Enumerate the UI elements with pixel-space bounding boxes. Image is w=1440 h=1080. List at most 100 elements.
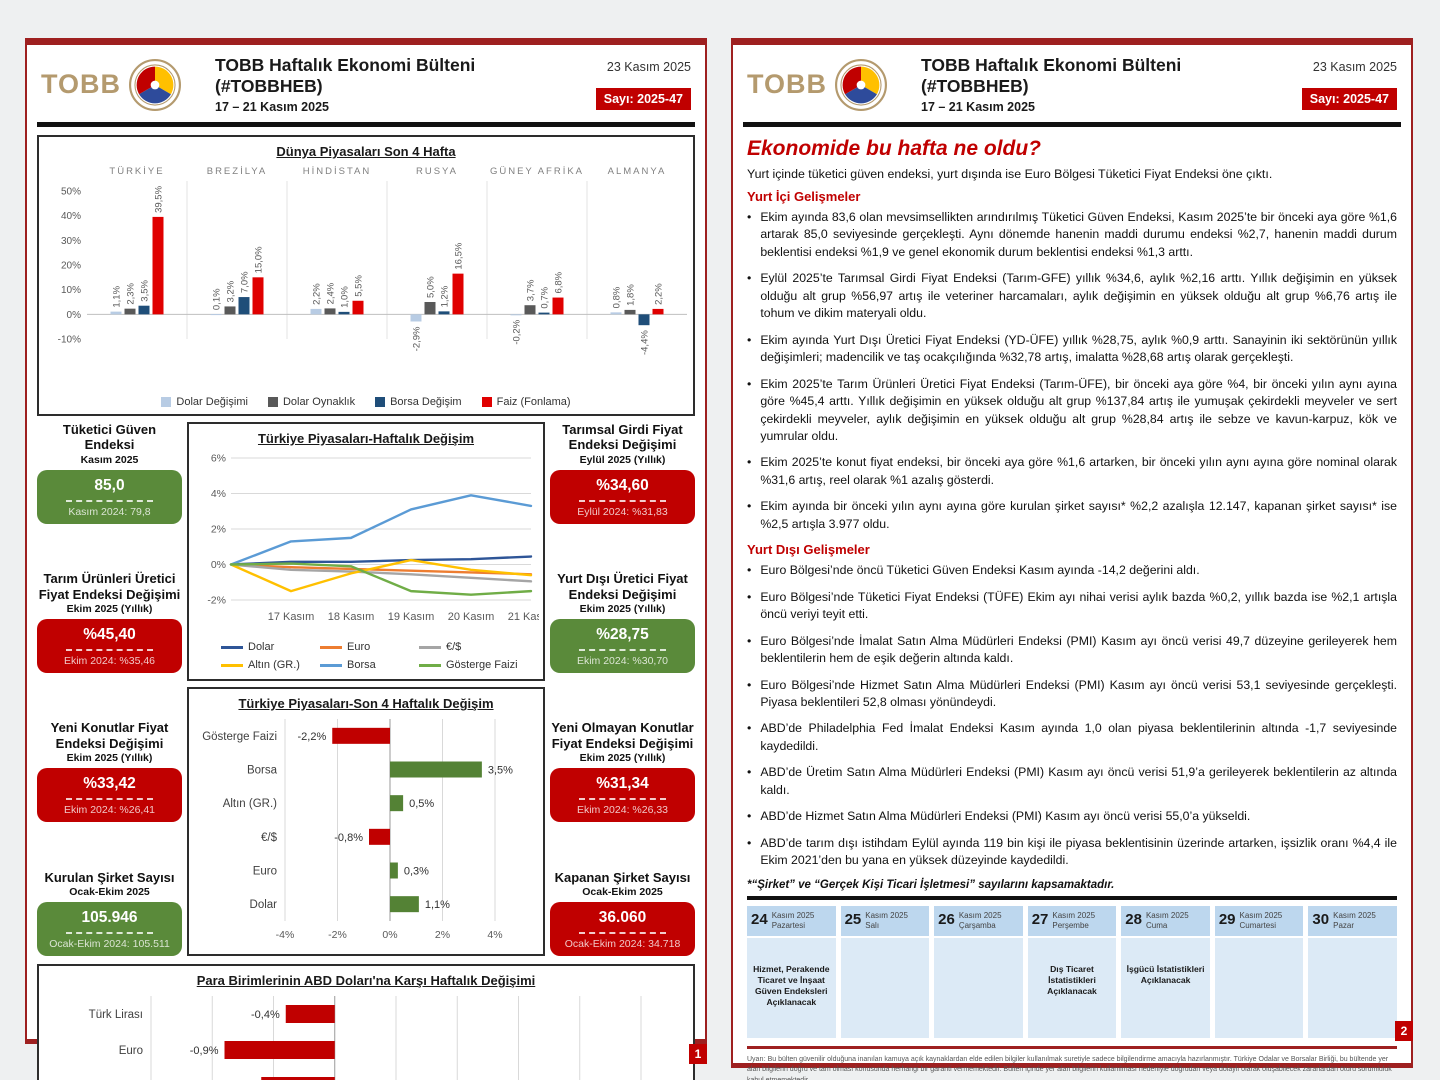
svg-text:1,1%: 1,1% bbox=[425, 899, 450, 911]
tobb-logo: TOBB bbox=[747, 58, 915, 111]
legend-item: Gösterge Faizi bbox=[419, 659, 533, 671]
stat-title: Kurulan Şirket Sayısı bbox=[44, 869, 175, 885]
week-calendar: 24 Kasım 2025 Pazartesi Hizmet, Perakende T… bbox=[747, 905, 1397, 1038]
stat-value: %33,42 bbox=[83, 775, 136, 793]
svg-text:2,2%: 2,2% bbox=[312, 283, 323, 305]
section-heading: Yurt İçi Gelişmeler bbox=[747, 189, 861, 204]
legend-item: Altın (GR.) bbox=[221, 659, 316, 671]
stat-value-box: 36.060 Ocak-Ekim 2024: 34.718 bbox=[550, 901, 695, 956]
svg-text:Türk Lirası: Türk Lirası bbox=[89, 1009, 143, 1021]
svg-text:0,7%: 0,7% bbox=[540, 286, 551, 308]
legend-item: Borsa Değişim bbox=[375, 396, 462, 408]
stat-period: Kasım 2025 bbox=[80, 453, 139, 466]
calendar-day-header: 24 Kasım 2025 Pazartesi bbox=[747, 905, 836, 936]
stat-divider bbox=[65, 798, 154, 801]
bullet-text: Ekim 2025’te Tarım Ürünleri Üretici Fiya… bbox=[760, 376, 1397, 443]
legend-label: Gösterge Faizi bbox=[446, 659, 518, 671]
bullet-icon: • bbox=[747, 210, 752, 224]
svg-text:6,8%: 6,8% bbox=[554, 271, 565, 293]
weekly-summary-intro: Yurt içinde tüketici güven endeksi, yurt… bbox=[747, 167, 1273, 181]
currency-chart-svg: -1,5%-1,0%-0,5%0,0%0,5%1,0%1,5%2,0%2,5%T… bbox=[89, 996, 642, 1080]
page-number-2: 2 bbox=[1395, 1021, 1413, 1041]
stat-value: %45,40 bbox=[83, 625, 136, 643]
legend-item: Euro bbox=[320, 641, 415, 653]
page-number-1: 1 bbox=[689, 1044, 707, 1064]
legend-line-icon bbox=[221, 645, 243, 649]
issue-badge: Sayı: 2025-47 bbox=[1301, 87, 1397, 110]
title-block: TOBB Haftalık Ekonomi Bülteni (#TOBBHEB)… bbox=[209, 55, 569, 114]
weekly-change-chart: 6% 4% 2% 0% -2% 17 Kasım 18 Kasım 19 Kasım 20 Ka… bbox=[193, 448, 554, 639]
legend-item: Dolar bbox=[221, 641, 316, 653]
legend-item: Dolar Değişimi bbox=[161, 396, 248, 408]
calendar-day-label: Kasım 2025 Perşembe bbox=[1052, 910, 1096, 930]
calendar-day-event bbox=[934, 937, 1023, 1038]
section-heading: Yurt Dışı Gelişmeler bbox=[747, 542, 870, 558]
bullet-item: • Ekim ayında 83,6 olan mevsimsellikten a… bbox=[747, 209, 1397, 261]
svg-text:HİNDİSTAN: HİNDİSTAN bbox=[303, 166, 372, 177]
calendar-day-label: Kasım 2025 Pazartesi bbox=[771, 910, 815, 930]
bullet-text: ABD’de Philadelphia Fed İmalat Endeksi K… bbox=[760, 721, 1397, 753]
svg-text:0,3%: 0,3% bbox=[404, 866, 429, 878]
svg-text:GÜNEY AFRİKA: GÜNEY AFRİKA bbox=[490, 166, 584, 177]
legend-label: Borsa bbox=[347, 659, 376, 671]
stat-box: Tarım Ürünleri Üretici Fiyat Endeksi Değ… bbox=[37, 571, 182, 673]
bullet-icon: • bbox=[747, 589, 752, 604]
bulletin-title: TOBB Haftalık Ekonomi Bülteni (#TOBBHEB) bbox=[215, 55, 476, 96]
legend-label: Euro bbox=[347, 641, 371, 653]
weekly-chart-title: Türkiye Piyasaları-Haftalık Değişim bbox=[257, 431, 475, 446]
bullet-icon: • bbox=[747, 633, 752, 648]
svg-text:€/$: €/$ bbox=[261, 832, 278, 844]
tobb-logo-text: TOBB bbox=[747, 69, 828, 99]
stat-value-box: %31,34 Ekim 2024: %26,33 bbox=[550, 768, 695, 823]
bullet-text: Eylül 2025’te Tarımsal Girdi Fiyat Endek… bbox=[760, 271, 1397, 321]
svg-text:1,1%: 1,1% bbox=[112, 285, 123, 307]
bullet-icon: • bbox=[747, 499, 752, 514]
stat-period: Ekim 2025 (Yıllık) bbox=[579, 602, 666, 615]
stat-divider bbox=[578, 798, 667, 801]
bullet-icon: • bbox=[747, 332, 752, 347]
legend-item: Dolar Oynaklık bbox=[267, 396, 355, 408]
bullet-icon: • bbox=[747, 835, 752, 850]
tobb-logo: TOBB bbox=[41, 58, 209, 111]
calendar-day-number: 29 bbox=[1218, 910, 1236, 928]
bullet-icon: • bbox=[747, 563, 752, 578]
page2-header: TOBB TOBB Haftalık Ekonomi Bülteni (#TOB… bbox=[733, 45, 1411, 122]
svg-text:ALMANYA: ALMANYA bbox=[608, 166, 667, 177]
header-divider bbox=[37, 122, 695, 127]
stat-previous: Ekim 2024: %35,46 bbox=[63, 654, 156, 667]
stat-previous: Ocak-Ekim 2024: 105.511 bbox=[49, 937, 170, 950]
legend-swatch-icon bbox=[481, 397, 492, 407]
world-chart-title: Dünya Piyasaları Son 4 Hafta bbox=[276, 144, 456, 159]
publish-date: 23 Kasım 2025 bbox=[606, 59, 691, 74]
currency-chart-title: Para Birimlerinin ABD Doları'na Karşı Ha… bbox=[196, 973, 536, 988]
bullet-item: • Euro Bölgesi’nde Hizmet Satın Alma Müdü… bbox=[747, 677, 1397, 712]
bullet-text: ABD’de tarım dışı istihdam Eylül ayında … bbox=[760, 835, 1397, 868]
calendar-day-event bbox=[1214, 937, 1304, 1038]
calendar-day-header: 30 Kasım 2025 Pazar bbox=[1308, 905, 1397, 936]
stat-previous: Ekim 2024: %30,70 bbox=[576, 654, 669, 667]
legend-line-icon bbox=[221, 663, 243, 667]
date-block: 23 Kasım 2025 Sayı: 2025-47 bbox=[1275, 60, 1397, 110]
bullet-item: • Ekim ayında Yurt Dışı Üretici Fiyat End… bbox=[747, 332, 1397, 367]
bullet-text: Ekim ayında 83,6 olan mevsimsellikten ar… bbox=[760, 210, 1397, 259]
calendar-day-number: 28 bbox=[1125, 910, 1142, 928]
stat-box: Yeni Konutlar Fiyat Endeksi Değişimi Ekim… bbox=[37, 720, 182, 823]
bullet-text: Euro Bölgesi’nde Tüketici Fiyat Endeksi … bbox=[760, 589, 1397, 622]
stat-divider bbox=[578, 648, 667, 651]
stat-value: 36.060 bbox=[598, 908, 647, 926]
svg-text:BREZİLYA: BREZİLYA bbox=[207, 166, 268, 177]
stat-title: Tarım Ürünleri Üretici Fiyat Endeksi Değ… bbox=[38, 571, 181, 602]
legend-label: Borsa Değişim bbox=[390, 396, 462, 408]
svg-text:RUSYA: RUSYA bbox=[416, 166, 458, 177]
weekly-summary-title: Ekonomide bu hafta ne oldu? bbox=[747, 137, 1041, 160]
svg-text:TÜRKİYE: TÜRKİYE bbox=[109, 166, 164, 177]
stat-divider bbox=[65, 499, 154, 502]
bullet-text: ABD’de Hizmet Satın Alma Müdürleri Endek… bbox=[760, 809, 1251, 824]
svg-text:7,0%: 7,0% bbox=[240, 271, 251, 293]
bullet-item: • Euro Bölgesi’nde Tüketici Fiyat Endeksi… bbox=[747, 589, 1397, 624]
svg-text:-10%: -10% bbox=[58, 335, 81, 346]
svg-text:1,2%: 1,2% bbox=[440, 285, 451, 307]
fourweek-change-chart: -4% -2% 0% 2% 4% Gösterge Faizi -2,2% Borsa 3,5%… bbox=[193, 713, 539, 952]
world-markets-box: Dünya Piyasaları Son 4 Hafta 50% 40% 30% 20… bbox=[37, 135, 695, 416]
